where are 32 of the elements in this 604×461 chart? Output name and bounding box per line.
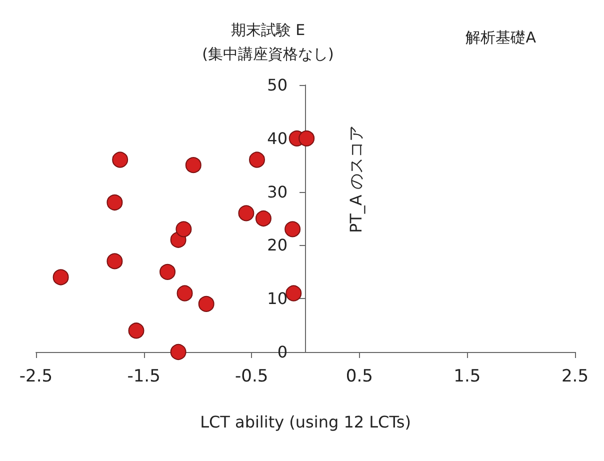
point bbox=[112, 152, 128, 168]
x-tick-label: -0.5 bbox=[235, 366, 268, 386]
point bbox=[238, 205, 254, 222]
point bbox=[106, 253, 123, 270]
point bbox=[52, 269, 69, 286]
point bbox=[160, 264, 176, 280]
x-axis-title: LCT ability (using 12 LCTs) bbox=[200, 412, 411, 432]
point bbox=[185, 157, 202, 174]
y-tick-label: 20 bbox=[267, 236, 288, 255]
point bbox=[198, 296, 214, 312]
point bbox=[128, 322, 144, 339]
y-tick-label: 40 bbox=[267, 128, 288, 148]
y-axis-title: PT_A のスコア bbox=[346, 126, 366, 233]
y-tick-label: 30 bbox=[267, 182, 288, 202]
x-tick-label: -1.5 bbox=[127, 366, 160, 386]
point bbox=[176, 221, 192, 238]
point bbox=[255, 210, 272, 226]
y-tick-label: 10 bbox=[267, 289, 288, 308]
x-tick-label: 1.5 bbox=[454, 366, 481, 386]
point bbox=[298, 130, 315, 146]
point bbox=[170, 344, 186, 360]
point bbox=[106, 194, 123, 210]
chart-title: 期末試験 E (集中講座資格なし) bbox=[202, 21, 334, 63]
point bbox=[249, 152, 265, 168]
x-tick-label: -2.5 bbox=[19, 366, 53, 386]
point bbox=[176, 285, 193, 302]
y-tick-label: 50 bbox=[267, 76, 288, 94]
text: 解析基礎A bbox=[466, 28, 537, 46]
x-tick-label: 0.5 bbox=[346, 366, 373, 386]
x-tick-label: 2.5 bbox=[561, 366, 589, 386]
point bbox=[284, 221, 301, 238]
point bbox=[286, 285, 302, 302]
